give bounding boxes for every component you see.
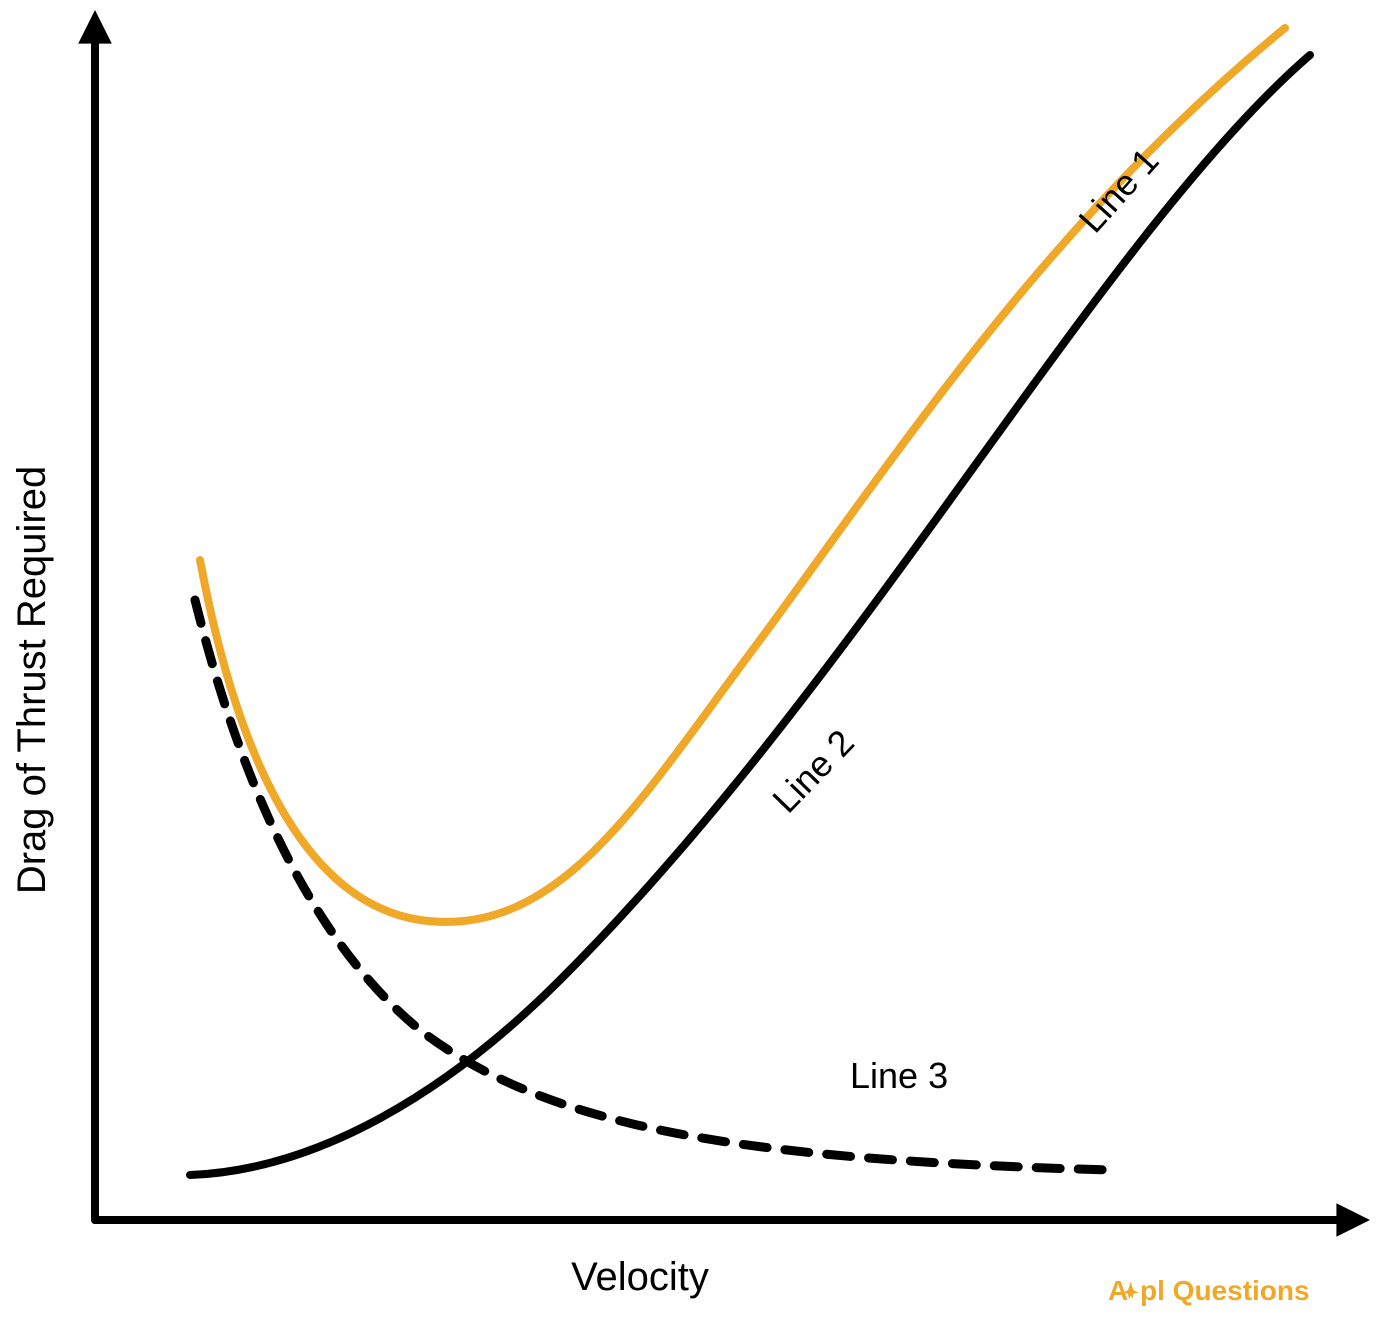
watermark-prefix: A	[1108, 1275, 1128, 1306]
chart-svg: Velocity Drag of Thrust Required Line 1 …	[0, 0, 1388, 1343]
curve-label-line-2: Line 2	[764, 722, 862, 821]
curve-line-2	[190, 55, 1310, 1175]
y-axis-label: Drag of Thrust Required	[10, 466, 54, 894]
curve-label-line-3: Line 3	[850, 1055, 948, 1096]
drag-thrust-chart: Velocity Drag of Thrust Required Line 1 …	[0, 0, 1388, 1343]
watermark: A pl Questions	[1108, 1275, 1310, 1306]
y-axis-arrow	[78, 10, 112, 44]
watermark-suffix: pl Questions	[1140, 1275, 1310, 1306]
x-axis-label: Velocity	[571, 1255, 709, 1299]
x-axis-arrow	[1336, 1203, 1370, 1237]
svg-text:A: A	[1108, 1275, 1128, 1306]
